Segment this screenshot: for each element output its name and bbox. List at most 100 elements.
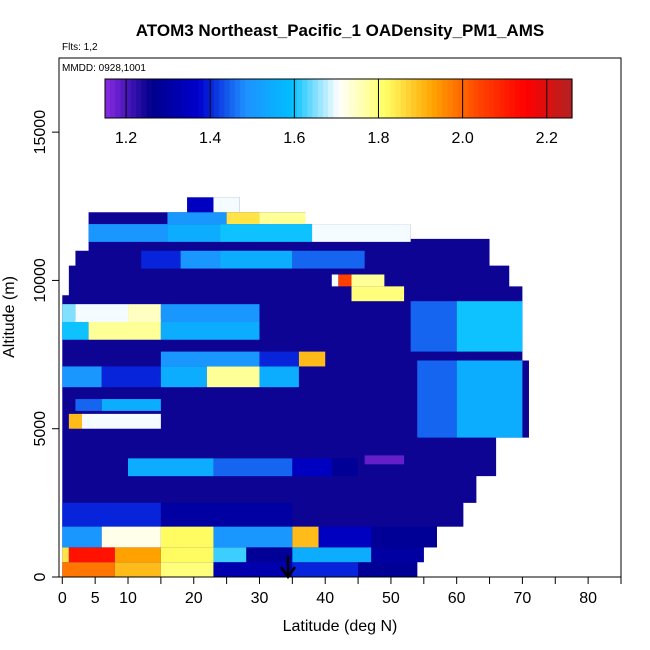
colorbar-swatch [468,79,475,118]
heatmap-cell [220,224,313,242]
heatmap-cell [75,399,102,411]
heatmap-cell [456,360,523,438]
colorbar-swatch [219,79,225,118]
colorbar-swatch [504,79,511,118]
heatmap-cell [114,547,161,563]
heatmap-cell [180,250,221,269]
colorbar-swatch [452,79,459,118]
colorbar-swatch [302,79,308,118]
colorbar-swatch [348,79,355,118]
colorbar-swatch [530,79,537,118]
y-tick-label: 15000 [32,110,49,155]
colorbar-frame [104,78,573,119]
colorbar-swatch [177,79,184,118]
heatmap-cell [160,351,260,367]
colorbar-swatch [281,79,288,118]
heatmap-cell [213,526,293,548]
heatmap-cell [351,286,405,302]
colorbar-swatch [115,79,122,118]
colorbar-swatch [546,79,552,118]
x-tick-label: 80 [579,590,597,607]
heatmap-cell [318,526,372,548]
colorbar-swatch [110,79,116,118]
colorbar-swatch [473,79,480,118]
colorbar-swatch [193,79,199,118]
heatmap-cell [68,413,83,429]
heatmap-cell [259,351,299,367]
colorbar-swatch [364,79,371,118]
heatmap-cell [213,547,247,563]
colorbar-swatch [431,79,438,118]
colorbar-swatch [182,79,189,118]
heatmap-cell [213,197,240,213]
heatmap-cell [62,304,76,322]
colorbar-swatch [566,79,573,118]
colorbar-swatch [556,79,563,118]
heatmap-cell [292,250,365,269]
heatmap-cell [259,212,306,225]
heatmap-cell [160,562,214,577]
colorbar-swatch [369,79,376,118]
colorbar-swatch [146,79,153,118]
colorbar-swatch [359,79,366,118]
colorbar-swatch [245,79,251,118]
colorbar-swatch [333,79,340,118]
colorbar-swatch [172,79,179,118]
heatmap-cell [101,526,161,548]
colorbar-swatch [224,79,231,118]
heatmap-cell [417,360,457,438]
colorbar-tick-label: 2.2 [536,130,558,147]
heatmap-cell [62,547,69,563]
colorbar-swatch [317,79,324,118]
heatmap-cell [114,562,161,577]
colorbar-swatch [120,79,127,118]
heatmap-cell [220,250,293,269]
heatmap-cell [292,502,464,527]
colorbar-swatch [520,79,526,118]
heatmap-cell [88,224,168,242]
colorbar-swatch [509,79,516,118]
colorbar-swatch [296,79,303,118]
colorbar-swatch [457,79,464,118]
x-tick-label: 50 [382,590,400,607]
colorbar-swatch [328,79,334,118]
colorbar-swatch [255,79,262,118]
colorbar-swatch [380,79,386,118]
heatmap-cell [331,274,339,287]
colorbar-swatch [105,79,111,118]
heatmap-cell [292,458,332,477]
x-axis: 0 5 10 20 30 40 50 60 70 80 [58,577,622,607]
heatmap-cell [371,526,437,548]
heatmap-cell [331,458,359,477]
x-tick-label: 60 [448,590,466,607]
colorbar-swatch [494,79,500,118]
heatmap-cells [62,197,529,577]
heatmap-cell [358,562,418,577]
colorbar-swatch [390,79,397,118]
heatmap-cell [364,455,405,465]
colorbar-swatch [463,79,469,118]
colorbar-swatch [421,79,428,118]
arrow-marker [279,556,297,580]
colorbar-swatch [488,79,495,118]
heatmap-cell [160,526,214,548]
colorbar-tick-label: 1.8 [367,130,389,147]
heatmap-cell [259,366,299,388]
x-axis-label: Latitude (deg N) [283,618,398,635]
heatmap-cell [410,301,457,352]
heatmap-cell [206,366,260,388]
y-tick-label: 0 [32,572,49,581]
colorbar-swatch [203,79,210,118]
colorbar-swatch [198,79,205,118]
heatmap-cell [167,224,221,242]
colorbar-swatch [136,79,142,118]
x-tick-label: 30 [251,590,269,607]
colorbar-swatch [229,79,236,118]
heatmap-cell [351,274,385,287]
heatmap-cell [62,318,89,340]
heatmap-cell [141,250,181,269]
chart-title: ATOM3 Northeast_Pacific_1 OADensity_PM1_… [136,21,544,40]
heatmap-cell [160,547,214,563]
colorbar-swatch [343,79,350,118]
